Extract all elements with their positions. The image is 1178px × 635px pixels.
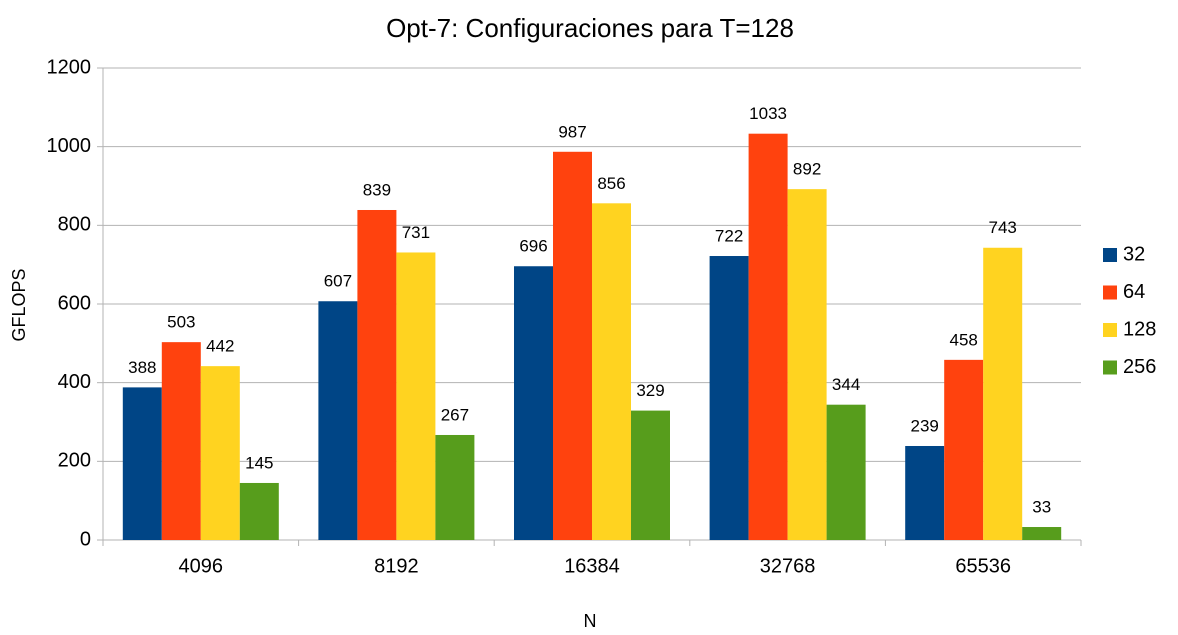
y-tick-label: 600 — [58, 292, 91, 314]
data-label: 33 — [1032, 498, 1051, 517]
bar — [514, 266, 553, 540]
bar — [905, 445, 945, 540]
data-label: 458 — [950, 330, 978, 349]
bar — [944, 359, 984, 540]
bar — [748, 133, 788, 541]
data-label: 388 — [128, 358, 156, 377]
y-tick-label: 400 — [58, 371, 91, 393]
bar — [396, 252, 436, 540]
bar — [983, 247, 1023, 540]
data-label: 344 — [832, 375, 860, 394]
data-label: 329 — [636, 381, 664, 400]
bar — [122, 387, 162, 540]
data-label: 987 — [558, 122, 586, 141]
x-tick-label: 16384 — [564, 555, 620, 577]
y-tick-label: 800 — [58, 214, 91, 236]
legend-swatch — [1103, 323, 1117, 337]
bar — [318, 301, 358, 540]
bar — [631, 410, 670, 540]
legend-label: 64 — [1123, 281, 1145, 303]
data-label: 856 — [597, 174, 625, 193]
legend-label: 32 — [1123, 243, 1145, 265]
data-label: 839 — [363, 180, 391, 199]
data-label: 696 — [519, 237, 547, 256]
data-label: 239 — [911, 416, 939, 435]
x-tick-label: 65536 — [955, 555, 1011, 577]
legend-swatch — [1103, 248, 1117, 262]
data-label: 267 — [441, 405, 469, 424]
data-label: 743 — [989, 218, 1017, 237]
bar — [161, 342, 201, 540]
bar — [357, 209, 397, 540]
data-label: 442 — [206, 337, 234, 356]
bar — [826, 404, 866, 540]
chart-title: Opt-7: Configuraciones para T=128 — [386, 13, 794, 43]
legend-label: 256 — [1123, 356, 1156, 378]
y-tick-label: 200 — [58, 450, 91, 472]
data-label: 503 — [167, 313, 195, 332]
bar — [1022, 527, 1062, 540]
data-label: 145 — [245, 453, 273, 472]
x-axis-label: N — [584, 611, 597, 631]
bar — [709, 256, 749, 540]
legend-swatch — [1103, 360, 1117, 375]
y-axis-label: GFLOPS — [9, 268, 29, 341]
bar — [200, 366, 240, 540]
bar — [553, 151, 592, 540]
bar — [787, 189, 827, 540]
y-tick-label: 1200 — [47, 56, 92, 78]
data-label: 892 — [793, 160, 821, 179]
legend-swatch — [1103, 285, 1117, 300]
data-label: 731 — [402, 223, 430, 242]
data-label: 722 — [715, 226, 743, 245]
bar — [592, 203, 631, 540]
x-tick-label: 32768 — [760, 555, 816, 577]
bar — [239, 482, 279, 540]
bar — [435, 434, 475, 540]
y-tick-label: 1000 — [47, 135, 92, 157]
x-tick-label: 4096 — [179, 555, 224, 577]
y-tick-label: 0 — [80, 528, 91, 550]
data-label: 607 — [324, 272, 352, 291]
data-label: 1033 — [749, 104, 787, 123]
x-tick-label: 8192 — [374, 555, 419, 577]
legend-label: 128 — [1123, 318, 1156, 340]
